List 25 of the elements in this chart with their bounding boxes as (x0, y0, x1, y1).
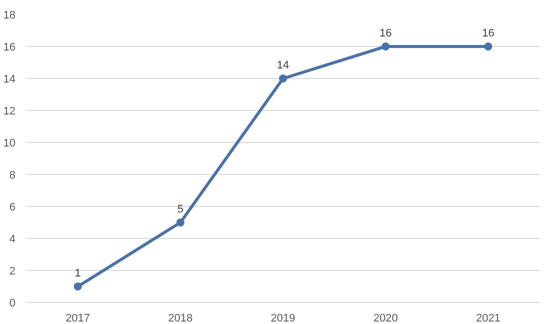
y-tick-label: 8 (9, 170, 16, 182)
data-label: 16 (379, 28, 392, 40)
data-label: 16 (482, 28, 494, 40)
x-tick-label: 2019 (270, 312, 296, 324)
y-tick-label: 2 (9, 266, 16, 278)
y-tick-label: 6 (9, 202, 16, 214)
point (484, 42, 492, 50)
x-tick-label: 2017 (66, 312, 90, 324)
point (279, 74, 287, 82)
point (74, 282, 82, 290)
x-tick-label: 2020 (373, 312, 398, 324)
y-tick-label: 18 (3, 10, 16, 22)
y-tick-label: 14 (3, 74, 16, 86)
point (382, 42, 390, 50)
y-tick-label: 10 (3, 138, 16, 150)
y-tick-label: 12 (3, 106, 16, 118)
point (176, 218, 184, 226)
x-tick-label: 2018 (168, 312, 193, 324)
data-label: 1 (74, 268, 81, 280)
x-tick-label: 2021 (476, 312, 500, 324)
y-tick-label: 16 (3, 42, 16, 54)
y-tick-label: 4 (9, 234, 16, 246)
data-label: 14 (276, 60, 290, 72)
data-label: 5 (177, 204, 184, 216)
y-tick-label: 0 (9, 298, 16, 310)
